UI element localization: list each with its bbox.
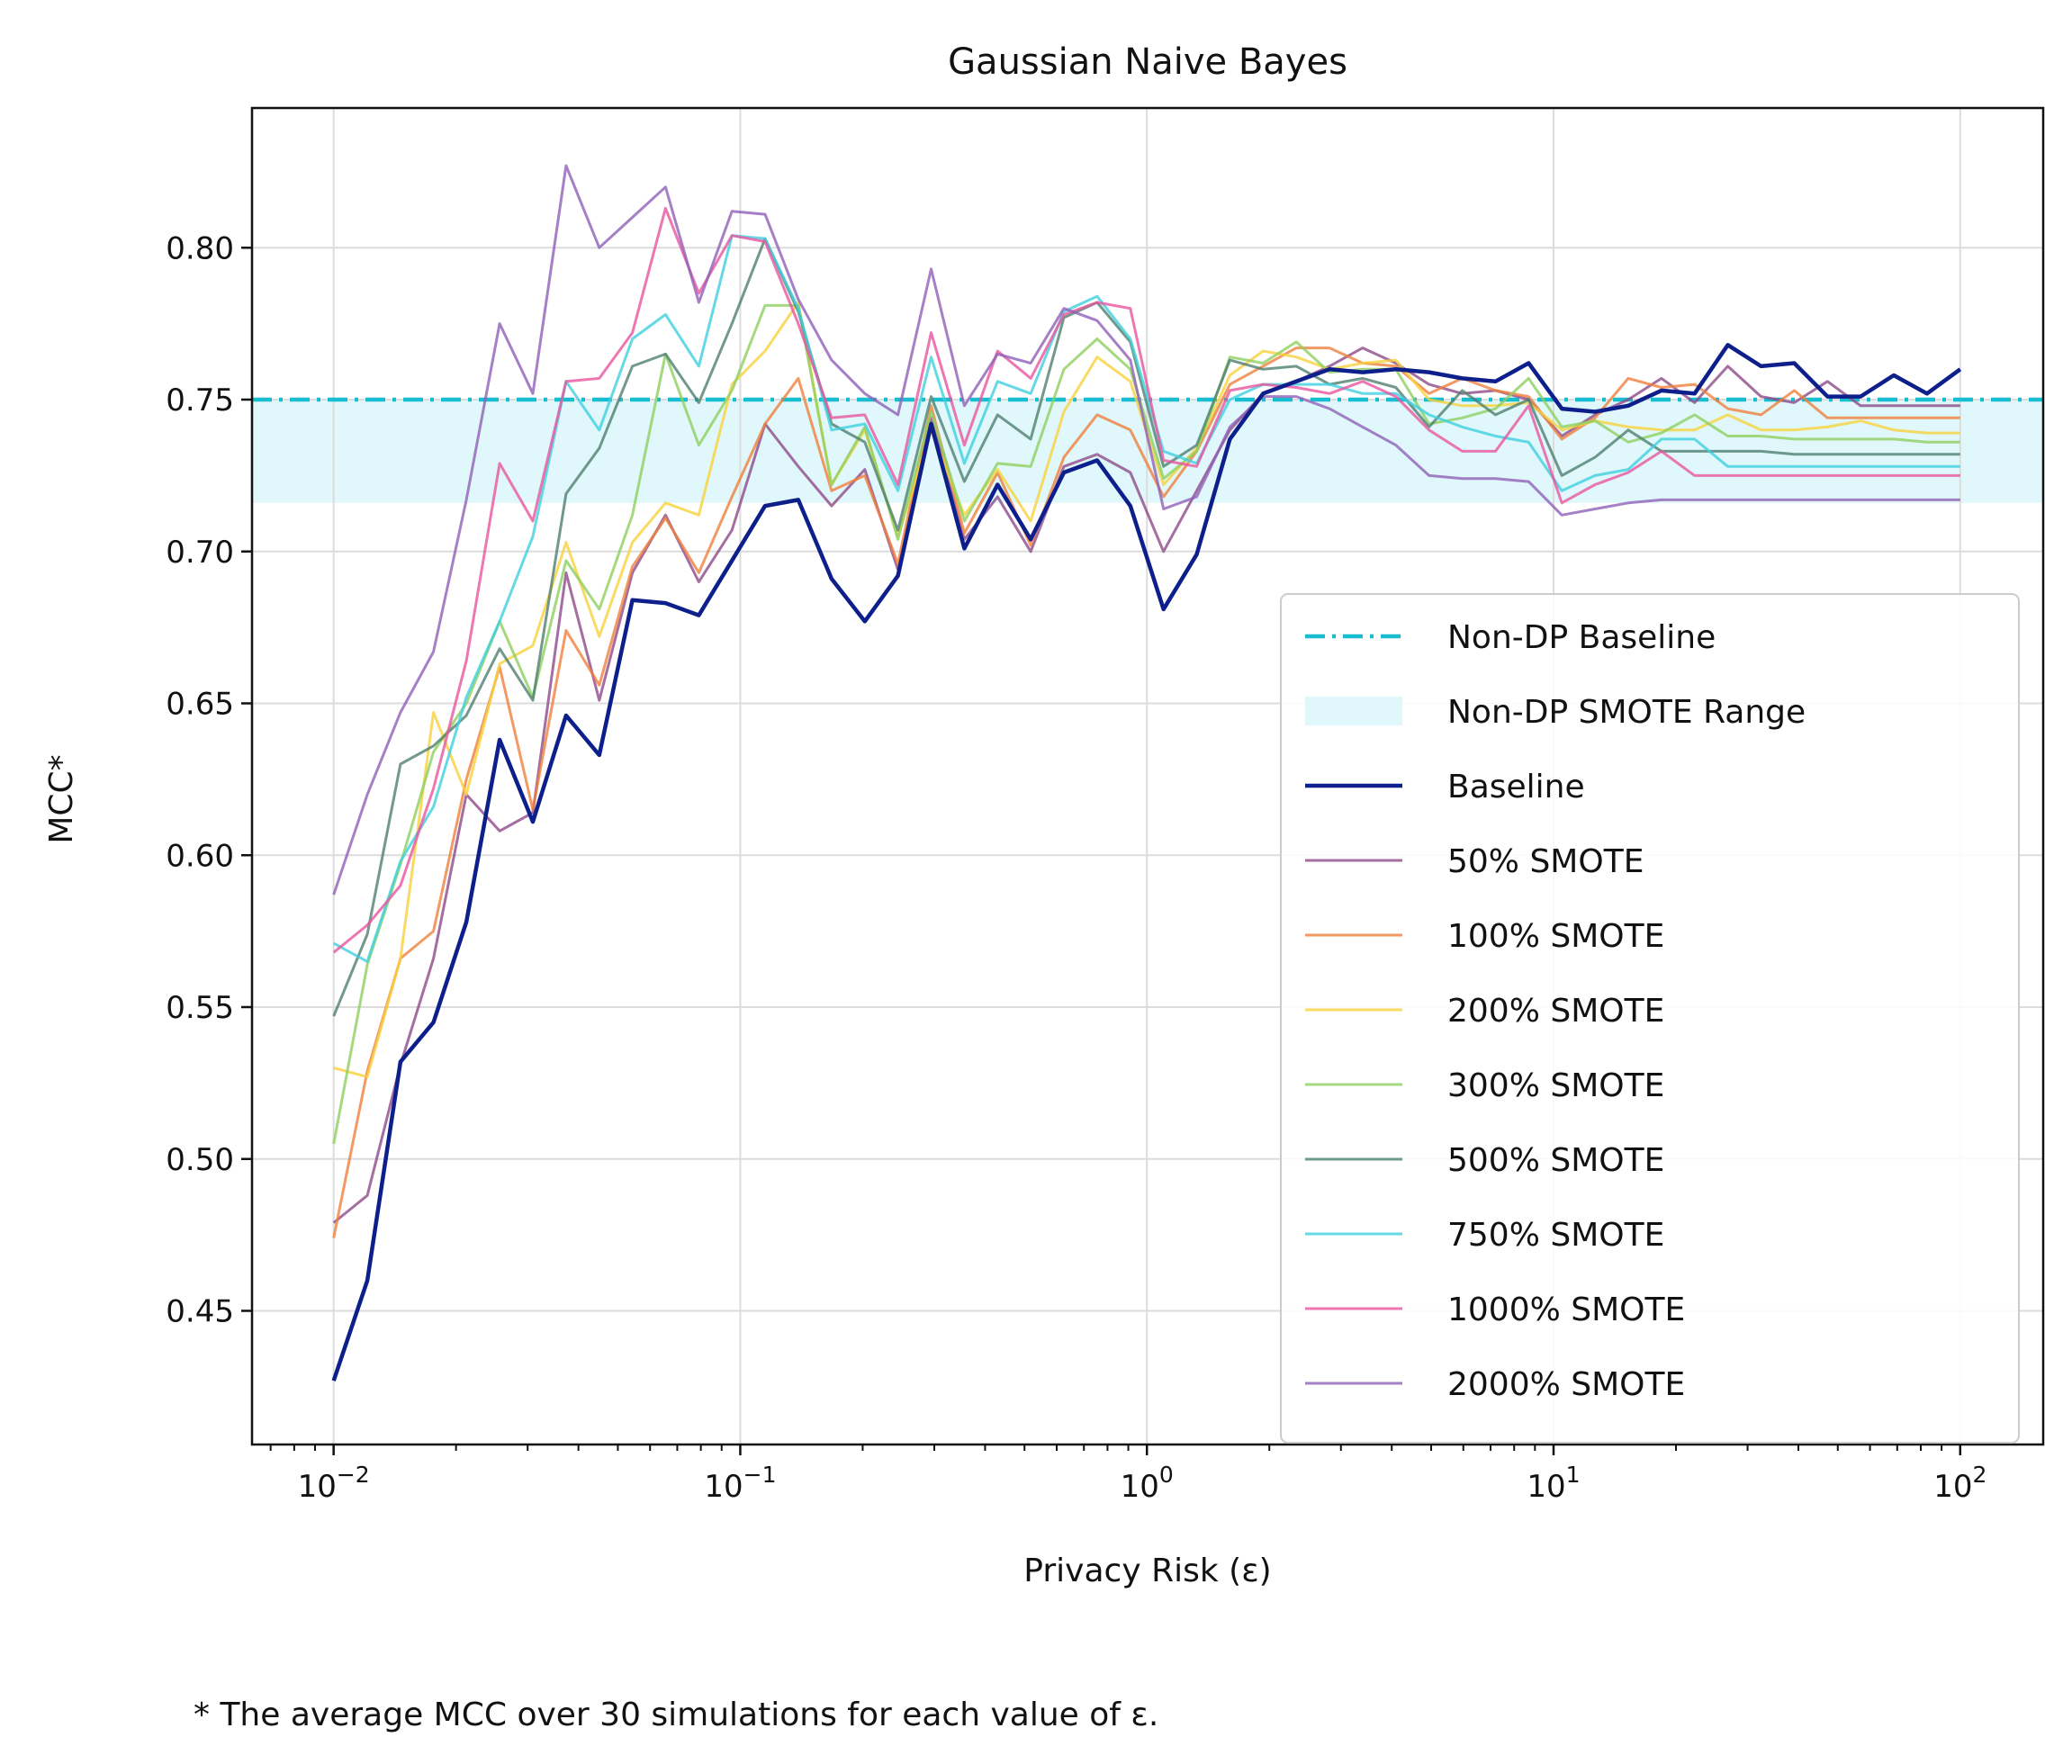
legend: Non-DP Baseline Non-DP SMOTE Range Baselin…	[1280, 593, 2020, 1444]
legend-label: 750% SMOTE	[1447, 1217, 1664, 1254]
y-tick-label: 0.50	[166, 1142, 234, 1178]
legend-label: Baseline	[1447, 769, 1585, 806]
legend-label: 300% SMOTE	[1447, 1067, 1664, 1104]
series-line-500pct-smote	[332, 237, 1960, 1017]
footnote: * The average MCC over 30 simulations fo…	[194, 1696, 1158, 1733]
x-tick-label: 10−2	[298, 1462, 370, 1505]
legend-label: 1000% SMOTE	[1447, 1292, 1685, 1328]
legend-label: 500% SMOTE	[1447, 1142, 1664, 1179]
series-line-50pct-smote	[332, 346, 1960, 1224]
legend-box	[1280, 593, 2020, 1444]
y-tick-label: 0.65	[166, 687, 234, 723]
x-tick-label: 101	[1527, 1462, 1580, 1505]
series-line-300pct-smote	[332, 303, 1960, 1145]
series-line-750pct-smote	[332, 234, 1960, 963]
chart-title: Gaussian Naive Bayes	[948, 41, 1347, 83]
y-tick-label: 0.70	[166, 535, 234, 571]
tick-layer: 0.45 0.50 0.55 0.60 0.65 0.70 0.75 0.80 10−2 10−1…	[166, 230, 1986, 1505]
x-tick-label: 10−1	[704, 1462, 776, 1505]
series-line-1000pct-smote	[332, 206, 1960, 954]
y-tick-label: 0.80	[166, 230, 234, 266]
legend-label: 100% SMOTE	[1447, 918, 1664, 955]
legend-label: 50% SMOTE	[1447, 843, 1644, 880]
y-tick-label: 0.75	[166, 382, 234, 418]
legend-label: Non-DP SMOTE Range	[1447, 694, 1806, 731]
x-axis-label: Privacy Risk (ε)	[1023, 1552, 1271, 1589]
series-line-2000pct-smote	[332, 164, 1960, 896]
legend-label: 2000% SMOTE	[1447, 1366, 1685, 1403]
series-line-100pct-smote	[332, 346, 1960, 1238]
series-layer	[331, 164, 1962, 1382]
x-tick-label: 100	[1121, 1462, 1174, 1505]
y-tick-label: 0.55	[166, 990, 234, 1026]
legend-label: Non-DP Baseline	[1447, 619, 1716, 656]
x-tick-label: 102	[1933, 1462, 1986, 1505]
series-line-baseline	[331, 343, 1962, 1382]
y-axis-label: MCC*	[43, 754, 80, 843]
y-tick-label: 0.45	[166, 1294, 234, 1330]
legend-swatch-band	[1305, 697, 1402, 725]
y-tick-label: 0.60	[166, 838, 234, 874]
legend-label: 200% SMOTE	[1447, 993, 1664, 1030]
